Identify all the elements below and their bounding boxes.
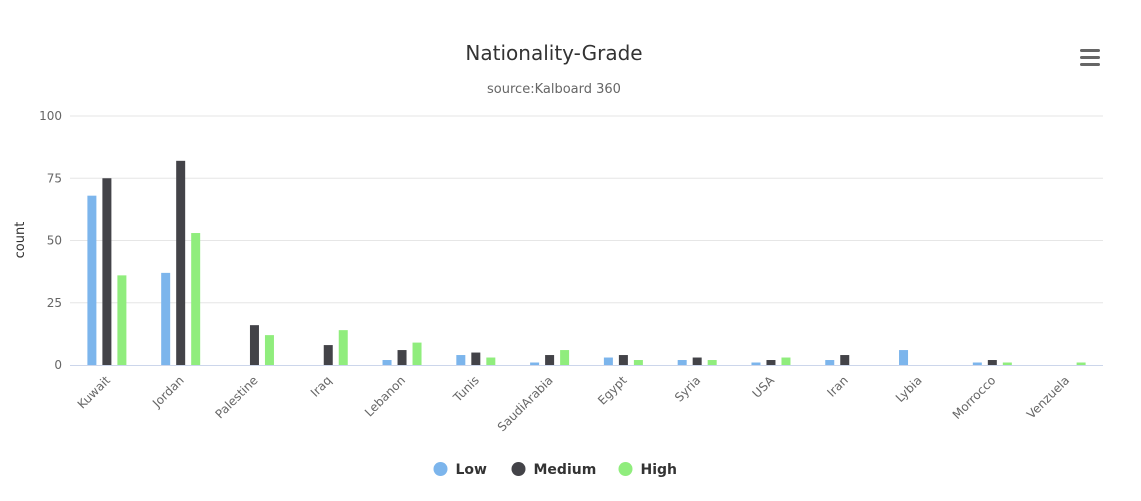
x-tick-label: Venzuela [1024, 373, 1072, 421]
y-axis-ticks: 0 25 50 75 100 [39, 109, 62, 372]
bar-high-iraq[interactable] [338, 330, 348, 365]
bars [87, 160, 1086, 365]
legend-marker [618, 462, 633, 476]
chart-menu-button[interactable] [1074, 44, 1106, 72]
bar-medium-iraq[interactable] [323, 345, 333, 365]
y-tick-label: 25 [47, 296, 62, 310]
bar-medium-lebanon[interactable] [397, 350, 407, 365]
bar-low-usa[interactable] [751, 362, 761, 365]
bar-low-kuwait[interactable] [87, 195, 97, 365]
chart-subtitle: source:Kalboard 360 [487, 82, 621, 97]
legend-item-high[interactable]: High [618, 462, 678, 478]
x-tick-label: Palestine [212, 373, 260, 421]
bar-high-morrocco[interactable] [1002, 362, 1012, 365]
x-tick-label: Tunis [450, 373, 482, 405]
bar-medium-jordan[interactable] [176, 160, 186, 365]
legend-marker [511, 462, 526, 476]
chart-title: Nationality-Grade [465, 41, 642, 65]
bar-medium-saudiarabia[interactable] [545, 355, 555, 365]
legend-marker [433, 462, 448, 476]
bar-low-jordan[interactable] [161, 272, 171, 365]
bar-high-kuwait[interactable] [117, 275, 127, 365]
legend-label: Low [456, 462, 488, 478]
bar-low-lybia[interactable] [899, 350, 909, 365]
bar-medium-usa[interactable] [766, 360, 776, 365]
x-tick-label: USA [750, 373, 778, 401]
legend-label: High [641, 462, 678, 478]
x-tick-label: SaudiArabia [495, 373, 556, 434]
bar-medium-palestine[interactable] [249, 325, 259, 365]
bar-low-syria[interactable] [677, 360, 687, 365]
x-tick-label: Jordan [149, 373, 187, 411]
legend: Low Medium High [433, 462, 678, 478]
x-axis-ticks: Kuwait Jordan Palestine Iraq Lebanon Tunis Sau… [75, 373, 1072, 435]
bar-medium-tunis[interactable] [471, 352, 481, 365]
bar-high-palestine[interactable] [264, 335, 274, 365]
y-tick-label: 75 [47, 171, 62, 185]
bar-high-venzuela[interactable] [1076, 362, 1086, 365]
gridlines [70, 115, 1103, 304]
legend-item-low[interactable]: Low [433, 462, 488, 478]
hamburger-menu-icon [1080, 49, 1100, 66]
bar-high-jordan[interactable] [191, 233, 201, 365]
legend-label: Medium [534, 462, 597, 478]
x-tick-label: Lebanon [362, 373, 408, 419]
bar-high-saudiarabia[interactable] [560, 350, 570, 365]
bar-low-saudiarabia[interactable] [530, 362, 540, 365]
bar-medium-morrocco[interactable] [987, 360, 997, 365]
bar-high-lebanon[interactable] [412, 342, 422, 365]
y-tick-label: 0 [54, 358, 62, 372]
legend-item-medium[interactable]: Medium [511, 462, 597, 478]
bar-medium-syria[interactable] [692, 357, 702, 365]
bar-high-syria[interactable] [707, 360, 717, 365]
bar-high-egypt[interactable] [633, 360, 643, 365]
x-tick-label: Syria [672, 373, 703, 404]
bar-low-morrocco[interactable] [972, 362, 982, 365]
bar-medium-iran[interactable] [840, 355, 850, 365]
y-tick-label: 100 [39, 109, 62, 123]
y-axis-title: count [13, 222, 28, 259]
x-tick-label: Kuwait [75, 373, 113, 411]
x-tick-label: Morrocco [950, 373, 999, 422]
bar-low-iran[interactable] [825, 360, 835, 365]
x-tick-label: Egypt [595, 373, 630, 408]
bar-low-lebanon[interactable] [382, 360, 392, 365]
bar-medium-egypt[interactable] [618, 355, 628, 365]
y-tick-label: 50 [47, 234, 62, 248]
bar-medium-kuwait[interactable] [102, 178, 112, 365]
x-tick-label: Lybia [893, 373, 925, 405]
bar-high-tunis[interactable] [486, 357, 496, 365]
x-tick-label: Iraq [308, 373, 334, 399]
bar-low-tunis[interactable] [456, 355, 466, 365]
bar-low-egypt[interactable] [603, 357, 613, 365]
x-tick-label: Iran [824, 373, 850, 399]
bar-high-usa[interactable] [781, 357, 791, 365]
